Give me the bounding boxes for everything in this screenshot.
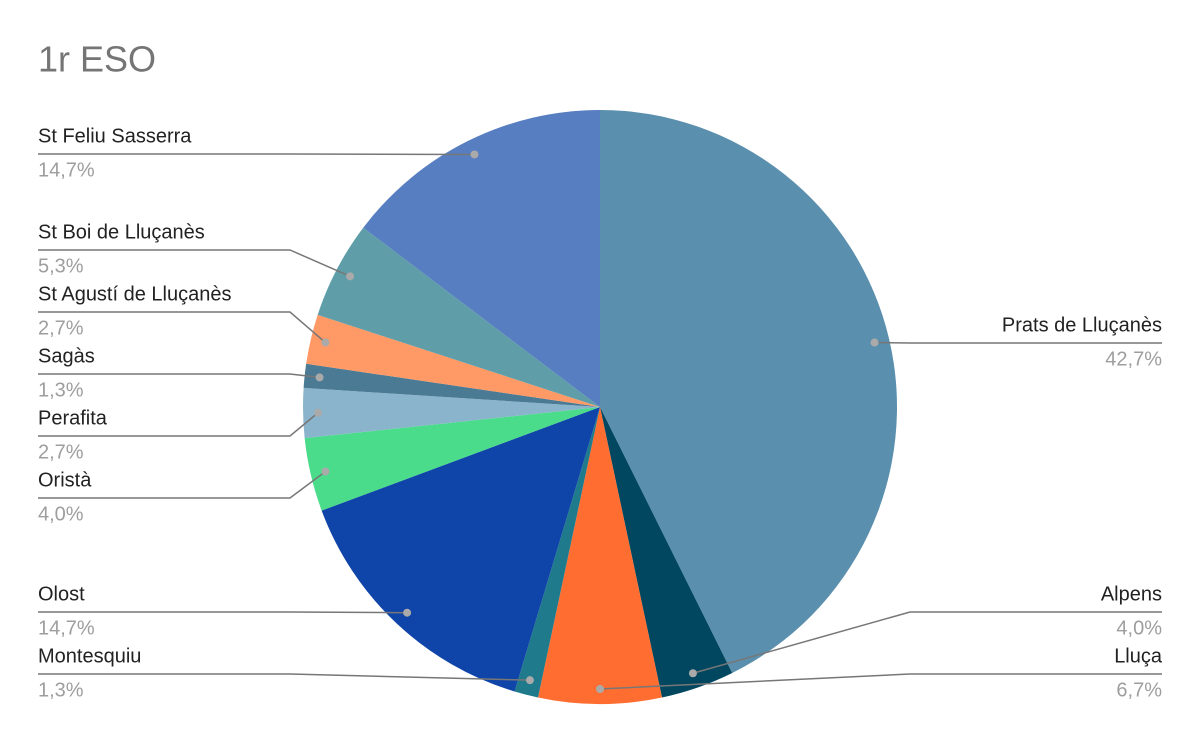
- pie-slice: [303, 387, 600, 439]
- value-label: 5,3%: [38, 255, 84, 277]
- leader-dot: [321, 467, 330, 476]
- leader-dot: [470, 150, 479, 159]
- leader-dot: [314, 408, 323, 417]
- pie-slice: [306, 314, 600, 407]
- value-label: 2,7%: [38, 317, 84, 339]
- pie-slice: [600, 407, 733, 698]
- leader-line: [692, 611, 1162, 674]
- slice-label: Oristà: [38, 469, 92, 491]
- leader-line: [38, 611, 408, 614]
- leader-dot: [403, 608, 412, 617]
- slice-label: Montesquiu: [38, 645, 141, 667]
- leader-dot: [346, 272, 355, 281]
- leader-dot: [315, 373, 324, 382]
- value-label: 4,0%: [1116, 617, 1162, 639]
- leader-dot: [321, 338, 330, 347]
- leader-dot: [596, 685, 604, 693]
- chart-title: 1r ESO: [38, 39, 156, 80]
- slice-label: Sagàs: [38, 345, 95, 367]
- pie-slice: [303, 363, 600, 407]
- slice-label: Olost: [38, 583, 85, 605]
- value-label: 6,7%: [1116, 679, 1162, 701]
- value-label: 14,7%: [38, 617, 95, 639]
- pie-slice: [321, 407, 600, 692]
- pie-slice: [514, 407, 600, 698]
- slice-label: Prats de Lluçanès: [1002, 314, 1162, 336]
- leader-line: [38, 673, 530, 681]
- leader-dot: [525, 676, 534, 685]
- value-label: 4,0%: [38, 503, 84, 525]
- leader-line: [38, 311, 326, 344]
- slice-label: St Feliu Sasserra: [38, 125, 192, 147]
- slice-label: St Agustí de Lluçanès: [38, 283, 231, 305]
- leader-dot: [688, 669, 697, 678]
- leader-line: [599, 673, 1162, 690]
- leader-line: [38, 373, 320, 379]
- slice-label: Lluça: [1114, 645, 1163, 667]
- value-label: 1,3%: [38, 379, 84, 401]
- value-label: 14,7%: [38, 159, 95, 181]
- value-label: 1,3%: [38, 679, 84, 701]
- leader-line: [38, 412, 319, 437]
- slice-label: Perafita: [38, 407, 108, 429]
- pie-slice: [304, 407, 600, 511]
- slice-label: St Boi de Lluçanès: [38, 221, 205, 243]
- leader-line: [38, 249, 351, 278]
- slice-label: Alpens: [1101, 583, 1162, 605]
- pie-slice: [363, 110, 600, 407]
- leader-dot: [870, 338, 879, 347]
- pie-slice: [538, 407, 662, 704]
- value-label: 2,7%: [38, 441, 84, 463]
- leader-line: [38, 470, 326, 499]
- pie-slice: [600, 110, 897, 673]
- pie-slice: [317, 227, 600, 407]
- value-label: 42,7%: [1105, 348, 1162, 370]
